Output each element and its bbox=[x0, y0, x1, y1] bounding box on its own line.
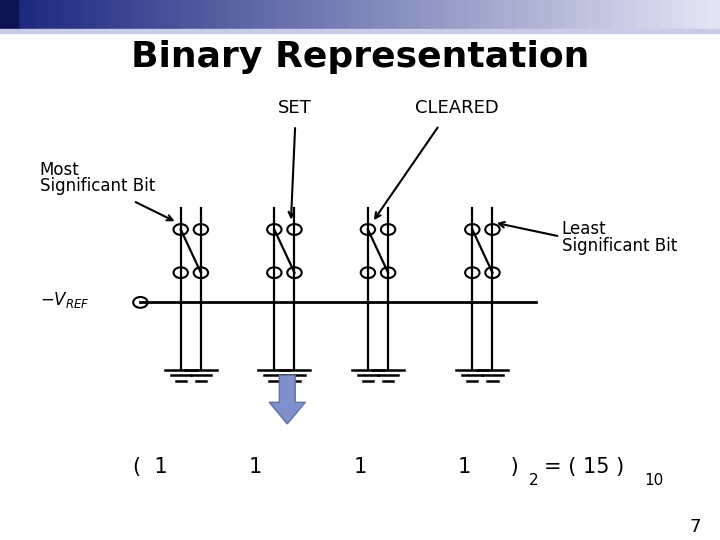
Bar bbox=[684, 0, 698, 30]
Bar bbox=[300, 0, 313, 30]
Bar bbox=[0, 0, 18, 30]
Bar bbox=[468, 0, 482, 30]
Bar bbox=[348, 0, 361, 30]
Text: 7: 7 bbox=[689, 517, 701, 536]
Bar bbox=[0, 0, 14, 30]
Bar bbox=[288, 0, 302, 30]
Bar bbox=[120, 0, 133, 30]
Bar bbox=[108, 0, 122, 30]
Text: (  1: ( 1 bbox=[133, 457, 168, 477]
Bar bbox=[708, 0, 720, 30]
Bar bbox=[384, 0, 397, 30]
Bar bbox=[156, 0, 169, 30]
Bar bbox=[264, 0, 277, 30]
Text: = ( 15 ): = ( 15 ) bbox=[544, 457, 624, 477]
Bar bbox=[192, 0, 205, 30]
Bar bbox=[240, 0, 253, 30]
Bar bbox=[540, 0, 554, 30]
Text: 2: 2 bbox=[529, 473, 539, 488]
Bar bbox=[516, 0, 529, 30]
Bar bbox=[228, 0, 241, 30]
Text: Significant Bit: Significant Bit bbox=[562, 237, 677, 255]
Bar bbox=[132, 0, 145, 30]
Bar bbox=[324, 0, 338, 30]
Bar bbox=[360, 0, 374, 30]
Bar bbox=[60, 0, 73, 30]
Bar bbox=[12, 0, 25, 30]
Bar bbox=[0, 29, 720, 33]
Bar bbox=[648, 0, 662, 30]
Bar bbox=[576, 0, 590, 30]
Text: Binary Representation: Binary Representation bbox=[131, 40, 589, 73]
Bar bbox=[408, 0, 421, 30]
Text: 1: 1 bbox=[354, 457, 366, 477]
Bar bbox=[456, 0, 469, 30]
Bar bbox=[372, 0, 385, 30]
Text: 1: 1 bbox=[458, 457, 471, 477]
Bar bbox=[600, 0, 613, 30]
Bar bbox=[36, 0, 50, 30]
Bar bbox=[624, 0, 637, 30]
Bar bbox=[588, 0, 601, 30]
Bar bbox=[336, 0, 349, 30]
Bar bbox=[168, 0, 181, 30]
Bar bbox=[636, 0, 649, 30]
Bar bbox=[432, 0, 446, 30]
Bar bbox=[276, 0, 289, 30]
Text: Least: Least bbox=[562, 220, 606, 239]
Text: Most: Most bbox=[40, 161, 79, 179]
Bar bbox=[216, 0, 230, 30]
Text: Significant Bit: Significant Bit bbox=[40, 177, 155, 195]
Bar bbox=[84, 0, 97, 30]
Bar bbox=[612, 0, 626, 30]
Text: 10: 10 bbox=[644, 473, 664, 488]
Bar bbox=[672, 0, 685, 30]
Bar bbox=[180, 0, 194, 30]
Bar bbox=[504, 0, 518, 30]
Bar bbox=[492, 0, 505, 30]
Bar bbox=[564, 0, 577, 30]
Bar bbox=[144, 0, 158, 30]
Bar bbox=[480, 0, 493, 30]
Bar bbox=[204, 0, 217, 30]
Bar bbox=[24, 0, 37, 30]
Bar bbox=[72, 0, 86, 30]
Bar bbox=[444, 0, 457, 30]
Text: SET: SET bbox=[279, 99, 312, 117]
Bar bbox=[660, 0, 673, 30]
Bar bbox=[420, 0, 433, 30]
Bar bbox=[96, 0, 109, 30]
Bar bbox=[312, 0, 325, 30]
Bar bbox=[696, 0, 709, 30]
Bar bbox=[48, 0, 61, 30]
Text: CLEARED: CLEARED bbox=[415, 99, 499, 117]
Text: $-V_{REF}$: $-V_{REF}$ bbox=[40, 289, 89, 310]
Bar bbox=[252, 0, 266, 30]
Text: 1: 1 bbox=[249, 457, 262, 477]
Text: ): ) bbox=[504, 457, 518, 477]
FancyArrow shape bbox=[269, 375, 305, 424]
Bar bbox=[528, 0, 541, 30]
Bar bbox=[396, 0, 410, 30]
Bar bbox=[552, 0, 565, 30]
